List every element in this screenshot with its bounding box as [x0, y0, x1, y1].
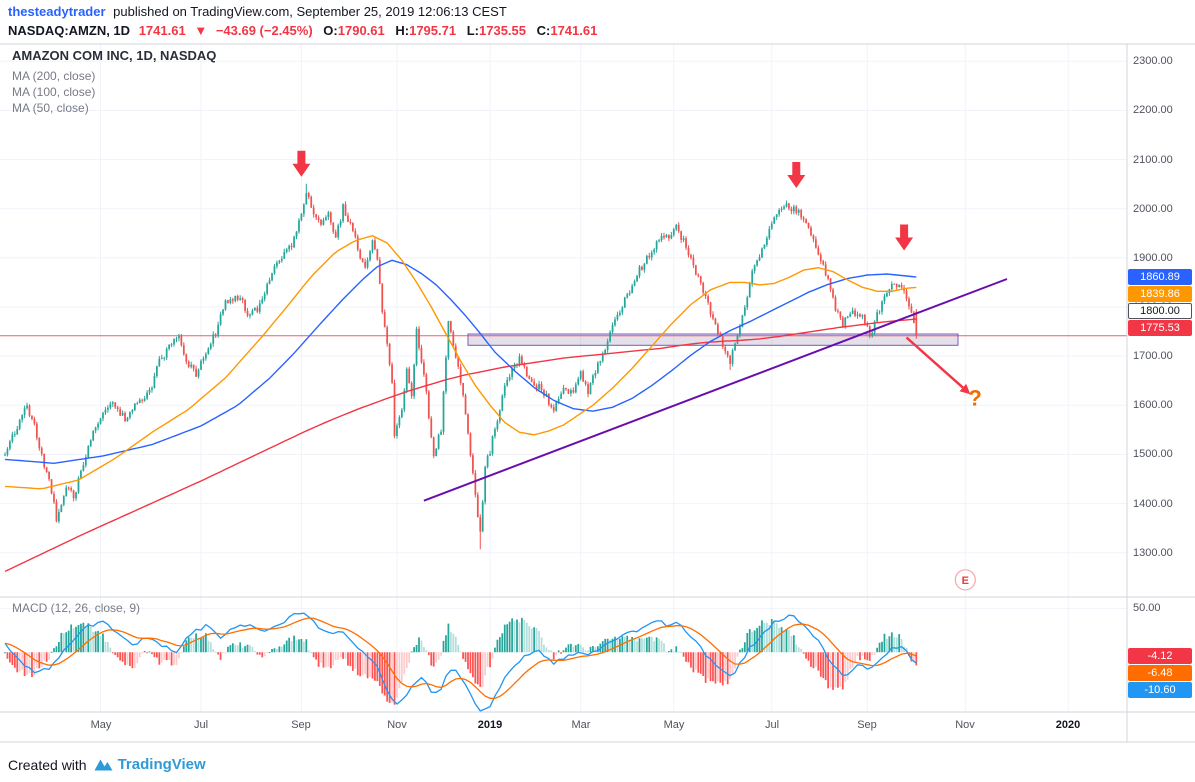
legend-ma-200[interactable]: MA (200, close) — [12, 69, 96, 83]
ma-line-100[interactable] — [4, 259, 917, 465]
time-tick-label: May — [90, 719, 112, 731]
down-arrow-3[interactable] — [895, 224, 914, 251]
price-tick-label: 1400.00 — [1133, 498, 1173, 510]
pane-borders — [0, 43, 1195, 743]
tradingview-logo-icon — [94, 759, 113, 771]
symbol-interval: NASDAQ:AMZN, 1D — [8, 23, 131, 38]
legend-ma-50[interactable]: MA (50, close) — [12, 101, 89, 115]
ohlc-low: L:1735.55 — [466, 23, 526, 38]
svg-text:E: E — [962, 575, 969, 587]
price-tick-label: 2300.00 — [1133, 55, 1173, 67]
down-arrow-2[interactable] — [787, 162, 806, 188]
price-tick-label: 2000.00 — [1133, 203, 1173, 215]
symbol-line: NASDAQ:AMZN, 1D 1741.61 ▼ −43.69 (−2.45%… — [8, 23, 597, 38]
time-tick-label: Jul — [764, 719, 780, 731]
time-tick-label: Mar — [571, 719, 591, 731]
legend-symbol-title[interactable]: AMAZON COM INC, 1D, NASDAQ — [12, 48, 217, 63]
direction-down-icon: ▼ — [194, 23, 208, 38]
author-username-link[interactable]: thesteadytrader — [8, 4, 106, 19]
earnings-marker[interactable]: E — [954, 569, 976, 591]
time-tick-label: May — [663, 719, 685, 731]
footer: Created with TradingView — [8, 756, 206, 773]
projection-arrow[interactable] — [905, 336, 971, 395]
tradingview-brand-link[interactable]: TradingView — [94, 756, 206, 773]
macd-tick-label: 50.00 — [1133, 602, 1161, 614]
macd-axis-badge: -6.48 — [1128, 665, 1192, 681]
price-axis-badge: 1775.53 — [1128, 320, 1192, 336]
price-axis-badge: 1800.00 — [1128, 303, 1192, 319]
created-with-text: Created with — [8, 756, 87, 773]
macd-histogram — [4, 617, 918, 705]
down-arrow-1[interactable] — [292, 150, 311, 177]
price-tick-label: 1700.00 — [1133, 350, 1173, 362]
macd-axis-badge: -10.60 — [1128, 682, 1192, 698]
publish-line: thesteadytrader published on TradingView… — [8, 4, 507, 19]
time-tick-label: Nov — [955, 719, 975, 731]
macd-axis-badge: -4.12 — [1128, 648, 1192, 664]
ohlc-close: C:1741.61 — [536, 23, 598, 38]
gridlines — [0, 44, 1127, 712]
macd-legend[interactable]: MACD (12, 26, close, 9) — [12, 601, 141, 615]
candlestick-series — [4, 183, 918, 550]
time-tick-label: Jul — [193, 719, 209, 731]
chart-legend: AMAZON COM INC, 1D, NASDAQ MA (200, clos… — [12, 48, 216, 116]
trendline[interactable] — [423, 278, 1008, 502]
price-tick-label: 1300.00 — [1133, 547, 1173, 559]
macd-line — [4, 612, 917, 712]
price-axis-badge: 1839.86 — [1128, 286, 1192, 302]
price-change: −43.69 (−2.45%) — [215, 23, 313, 38]
publish-text: published on TradingView.com, September … — [113, 4, 507, 19]
tradingview-brand-text: TradingView — [117, 756, 206, 773]
time-tick-label: Nov — [387, 719, 407, 731]
price-axis-badge: 1860.89 — [1128, 269, 1192, 285]
ohlc-high: H:1795.71 — [395, 23, 457, 38]
price-tick-label: 1500.00 — [1133, 448, 1173, 460]
ma-line-50[interactable] — [4, 234, 917, 490]
ma-line-200[interactable] — [4, 318, 917, 573]
price-tick-label: 2200.00 — [1133, 104, 1173, 116]
time-tick-label: 2020 — [1055, 719, 1081, 731]
macd-signal-line — [4, 617, 917, 700]
legend-ma-100[interactable]: MA (100, close) — [12, 85, 96, 99]
time-tick-label: 2019 — [477, 719, 503, 731]
price-tick-label: 1600.00 — [1133, 399, 1173, 411]
last-price: 1741.61 — [138, 23, 186, 38]
time-tick-label: Sep — [857, 719, 877, 731]
price-tick-label: 2100.00 — [1133, 154, 1173, 166]
price-axis[interactable] — [1127, 44, 1195, 742]
ohlc-open: O:1790.61 — [323, 23, 385, 38]
time-tick-label: Sep — [291, 719, 311, 731]
price-tick-label: 1900.00 — [1133, 252, 1173, 264]
question-mark-annotation[interactable]: ? — [968, 385, 981, 410]
